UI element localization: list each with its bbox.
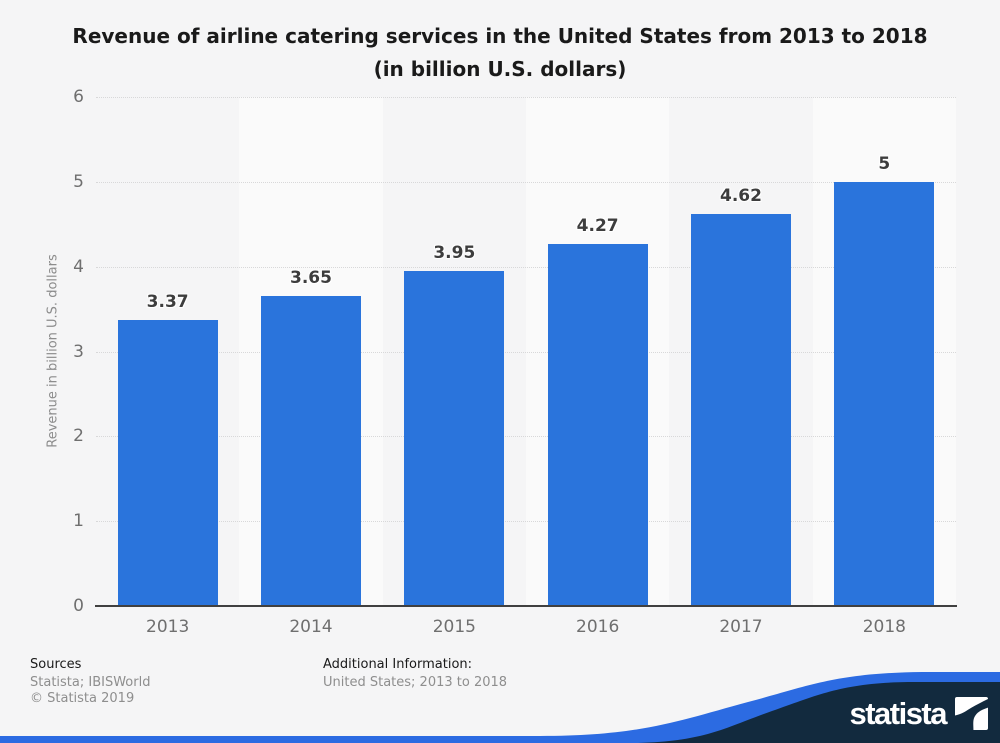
x-tick-label: 2018 xyxy=(862,617,906,637)
gridline xyxy=(96,97,956,98)
x-tick-label: 2017 xyxy=(719,617,763,637)
y-tick-label: 2 xyxy=(73,426,84,447)
gridline xyxy=(96,521,956,523)
y-tick-label: 5 xyxy=(73,171,84,192)
y-tick-label: 3 xyxy=(73,341,84,362)
additional-info-value: United States; 2013 to 2018 xyxy=(323,675,508,690)
gridline xyxy=(96,181,956,183)
bottom-banner-wave xyxy=(0,672,1000,743)
copyright-text: © Statista 2019 xyxy=(30,691,135,706)
y-tick-label: 1 xyxy=(73,511,84,532)
gridline xyxy=(96,351,956,353)
bar xyxy=(117,320,218,606)
bar-value-label: 4.62 xyxy=(720,186,762,207)
sources-label: Sources xyxy=(30,657,82,672)
plot-area: 3.37 3.65 3.95 4.27 4.62 5 xyxy=(96,97,956,606)
bar xyxy=(834,181,935,606)
chart-title: Revenue of airline catering services in … xyxy=(0,20,1000,86)
additional-info-label: Additional Information: xyxy=(323,657,473,672)
bar xyxy=(261,296,361,606)
y-tick-label: 0 xyxy=(73,596,84,616)
bar-value-label: 5 xyxy=(878,153,891,174)
statista-logo-icon xyxy=(955,697,988,730)
bar xyxy=(404,270,505,606)
bar-value-label: 3.95 xyxy=(433,242,476,263)
x-tick-label: 2015 xyxy=(432,617,476,637)
bar-value-label: 3.65 xyxy=(290,268,332,289)
statista-logo: statista xyxy=(849,697,988,730)
chart-title-line2: (in billion U.S. dollars) xyxy=(373,57,627,81)
gridline xyxy=(96,436,956,438)
y-tick-label: 4 xyxy=(73,256,84,277)
statista-wordmark: statista xyxy=(849,696,947,731)
bar-value-label: 4.27 xyxy=(576,215,619,236)
bar-value-label: 3.37 xyxy=(146,292,189,313)
chart-title-line1: Revenue of airline catering services in … xyxy=(72,24,928,48)
bar xyxy=(547,243,648,606)
gridline xyxy=(96,266,956,268)
x-tick-label: 2013 xyxy=(146,617,190,637)
statista-logo-wave xyxy=(955,698,988,730)
y-tick-label: 6 xyxy=(73,87,84,107)
bar xyxy=(691,214,791,606)
banner-navy-shape xyxy=(638,682,1000,743)
additional-info-block: Additional Information: United States; 2… xyxy=(323,657,507,691)
sources-value: Statista; IBISWorld xyxy=(30,675,151,690)
x-axis-line xyxy=(95,605,957,607)
x-tick-label: 2016 xyxy=(576,617,620,637)
x-tick-label: 2014 xyxy=(289,617,333,637)
sources-block: Sources Statista; IBISWorld © Statista 2… xyxy=(30,657,150,707)
